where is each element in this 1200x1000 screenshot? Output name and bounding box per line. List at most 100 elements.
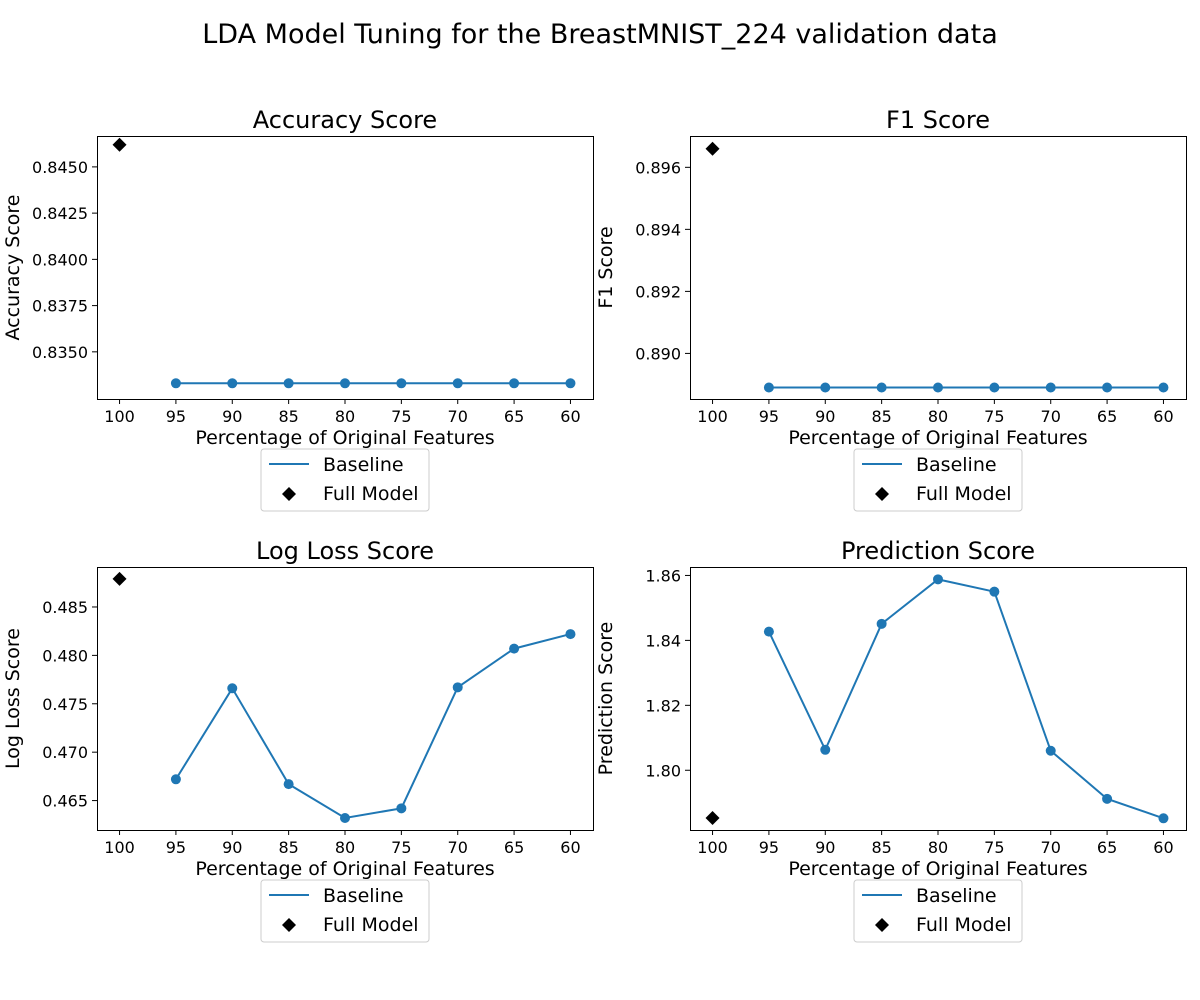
prediction-score-x-tick-label: 60 — [1153, 838, 1173, 857]
accuracy-score-legend-full-model-swatch — [282, 487, 296, 501]
log-loss-score-baseline-point — [227, 683, 238, 694]
accuracy-score-x-tick-label: 100 — [104, 407, 135, 426]
prediction-score-y-tick-label: 1.86 — [645, 566, 681, 585]
accuracy-score-x-tick-label: 70 — [448, 407, 468, 426]
prediction-score-x-tick-label: 95 — [759, 838, 779, 857]
f1-score-baseline-point — [933, 382, 943, 393]
accuracy-score-x-tick-label: 65 — [504, 407, 524, 426]
log-loss-score-x-tick-label: 70 — [448, 838, 468, 857]
f1-score-legend: Baseline Full Model — [853, 448, 1023, 512]
f1-score-full-model-point — [705, 141, 720, 156]
f1-score-y-tick-label: 0.890 — [635, 344, 681, 363]
f1-score-y-tick-label: 0.896 — [635, 158, 681, 177]
prediction-score-y-tick-label: 1.84 — [645, 631, 681, 650]
log-loss-score-y-tick-label: 0.470 — [42, 743, 88, 762]
f1-score-x-tick-label: 90 — [815, 407, 835, 426]
accuracy-score-baseline-point — [283, 378, 294, 389]
log-loss-score-full-model-point — [112, 571, 127, 586]
f1-score-legend-baseline-label: Baseline — [916, 454, 997, 476]
log-loss-score-baseline-point — [283, 779, 294, 790]
f1-score-baseline-point — [989, 382, 1000, 393]
log-loss-score-baseline-point — [452, 682, 463, 693]
prediction-score-baseline-point — [1158, 813, 1169, 824]
accuracy-score-baseline-point — [565, 378, 576, 389]
accuracy-score-baseline-point — [452, 378, 463, 389]
accuracy-score-baseline-point — [340, 378, 350, 389]
log-loss-score-y-tick-label: 0.480 — [42, 646, 88, 665]
accuracy-score-legend: Baseline Full Model — [260, 448, 430, 512]
f1-score-x-tick-label: 70 — [1041, 407, 1061, 426]
accuracy-score-title: Accuracy Score — [253, 106, 437, 134]
log-loss-score-x-tick-label: 75 — [391, 838, 411, 857]
f1-score-x-tick-label: 75 — [984, 407, 1004, 426]
accuracy-score-baseline-point — [227, 378, 238, 389]
prediction-score-x-tick-label: 75 — [984, 838, 1004, 857]
prediction-score-legend: Baseline Full Model — [853, 879, 1023, 943]
log-loss-score-y-axis-label: Log Loss Score — [2, 628, 24, 769]
accuracy-score-y-tick-label: 0.8350 — [32, 343, 88, 362]
f1-score-x-tick-label: 80 — [928, 407, 948, 426]
log-loss-score-x-tick-label: 65 — [504, 838, 524, 857]
prediction-score-baseline-point — [989, 586, 1000, 597]
accuracy-score-x-tick-label: 95 — [166, 407, 186, 426]
prediction-score-baseline-point — [820, 744, 831, 755]
accuracy-score-x-tick-label: 60 — [560, 407, 580, 426]
prediction-score-x-axis-label: Percentage of Original Features — [788, 858, 1087, 880]
f1-score-baseline-point — [763, 382, 774, 393]
prediction-score-x-tick-label: 100 — [697, 838, 728, 857]
f1-score-x-tick-label: 85 — [871, 407, 891, 426]
prediction-score-baseline-point — [933, 574, 943, 585]
log-loss-score-x-tick-label: 80 — [335, 838, 355, 857]
log-loss-score-baseline-point — [565, 629, 576, 640]
prediction-score-y-axis-label: Prediction Score — [595, 622, 617, 776]
prediction-score-baseline-point — [876, 618, 887, 629]
prediction-score-x-tick-label: 80 — [928, 838, 948, 857]
accuracy-score-y-tick-label: 0.8375 — [32, 297, 88, 316]
prediction-score-baseline-point — [1045, 745, 1056, 756]
accuracy-score-x-axis-label: Percentage of Original Features — [195, 427, 494, 449]
prediction-score-title: Prediction Score — [841, 537, 1035, 565]
prediction-score-x-tick-label: 65 — [1097, 838, 1117, 857]
accuracy-score-legend-baseline-label: Baseline — [323, 454, 404, 476]
log-loss-score-x-tick-label: 100 — [104, 838, 135, 857]
log-loss-score-legend: Baseline Full Model — [260, 879, 430, 943]
log-loss-score-legend-baseline-label: Baseline — [323, 885, 404, 907]
log-loss-score-legend-full-model-label: Full Model — [323, 914, 419, 936]
log-loss-score-x-tick-label: 85 — [278, 838, 298, 857]
log-loss-score-panel: Log Loss Score 100 95 90 85 80 75 70 65 60 0.465 0.… — [2, 537, 594, 943]
prediction-score-full-model-point — [705, 810, 720, 825]
log-loss-score-baseline-point — [509, 643, 520, 654]
accuracy-score-baseline-point — [396, 378, 407, 389]
prediction-score-x-tick-label: 70 — [1041, 838, 1061, 857]
accuracy-score-baseline-point — [170, 378, 181, 389]
prediction-score-y-tick-label: 1.82 — [645, 696, 681, 715]
f1-score-x-tick-label: 95 — [759, 407, 779, 426]
prediction-score-legend-full-model-swatch — [875, 918, 889, 932]
accuracy-score-y-tick-label: 0.8425 — [32, 204, 88, 223]
prediction-score-baseline-line — [768, 578, 1164, 820]
f1-score-baseline-point — [1102, 382, 1113, 393]
f1-score-legend-full-model-swatch — [875, 487, 889, 501]
prediction-score-panel: Prediction Score 100 95 90 85 80 75 70 65 60 1.80 1… — [595, 537, 1187, 943]
log-loss-score-baseline-line — [175, 633, 571, 820]
log-loss-score-x-tick-label: 90 — [222, 838, 242, 857]
prediction-score-legend-baseline-label: Baseline — [916, 885, 997, 907]
accuracy-score-full-model-point — [112, 137, 127, 152]
accuracy-score-y-axis-label: Accuracy Score — [2, 195, 24, 341]
prediction-score-x-tick-label: 90 — [815, 838, 835, 857]
log-loss-score-baseline-point — [170, 774, 181, 785]
log-loss-score-x-tick-label: 95 — [166, 838, 186, 857]
log-loss-score-baseline-point — [396, 803, 407, 814]
figure-title: LDA Model Tuning for the BreastMNIST_224… — [202, 19, 998, 50]
f1-score-baseline-point — [1158, 382, 1169, 393]
f1-score-y-axis-label: F1 Score — [595, 226, 617, 308]
log-loss-score-x-tick-label: 60 — [560, 838, 580, 857]
log-loss-score-y-tick-label: 0.485 — [42, 598, 88, 617]
log-loss-score-y-tick-label: 0.475 — [42, 695, 88, 714]
f1-score-x-tick-label: 60 — [1153, 407, 1173, 426]
accuracy-score-y-tick-label: 0.8400 — [32, 250, 88, 269]
accuracy-score-baseline-point — [509, 378, 520, 389]
log-loss-score-legend-full-model-swatch — [282, 918, 296, 932]
f1-score-y-tick-label: 0.892 — [635, 282, 681, 301]
